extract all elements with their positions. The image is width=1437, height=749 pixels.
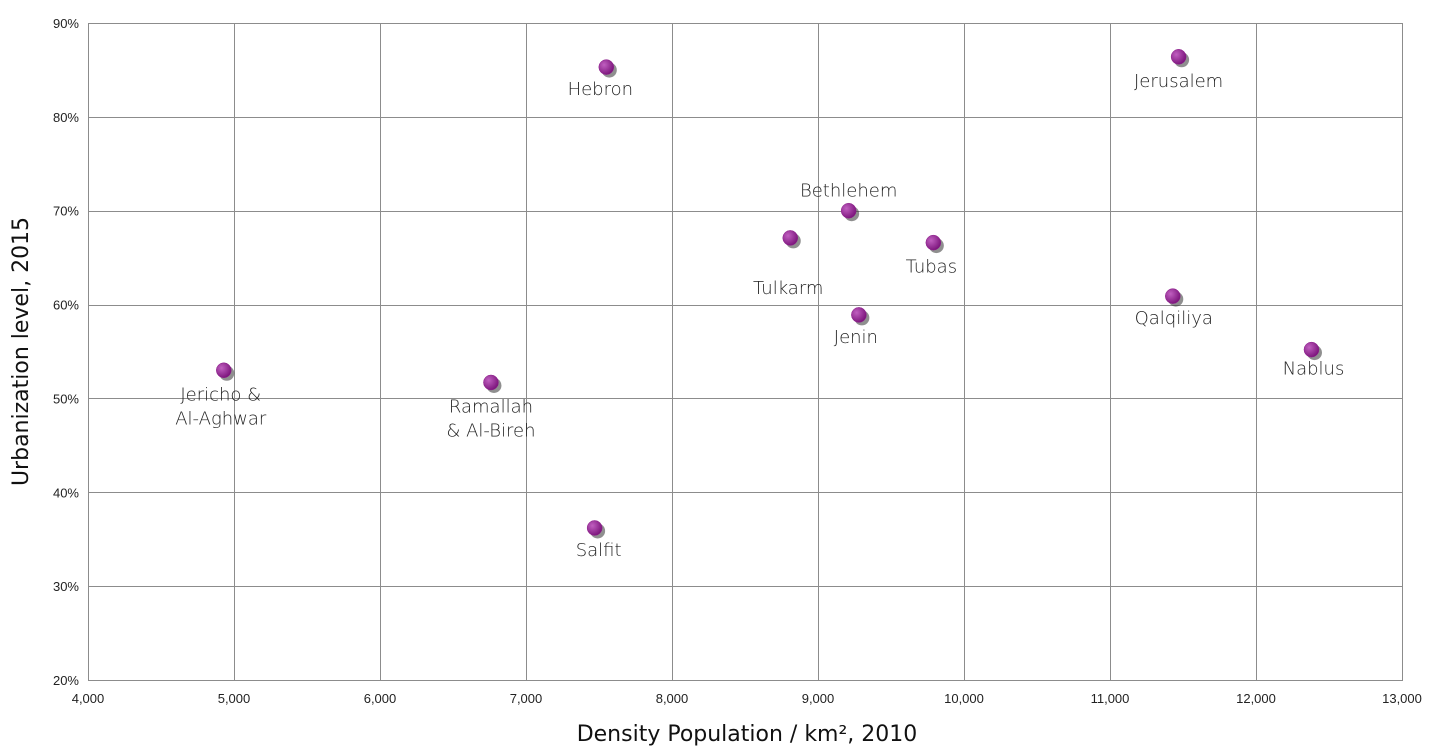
plot-frame: [88, 23, 1403, 681]
x-tick-label: 4,000: [72, 691, 105, 706]
data-point: Tulkarm: [753, 230, 823, 299]
y-tick-label: 30%: [53, 579, 79, 594]
data-point: Ramallah & Al-Bireh: [446, 374, 536, 441]
point-marker: [1303, 341, 1320, 358]
x-axis-title: Density Population / km², 2010: [577, 722, 918, 747]
point-label: Jerusalem: [1134, 71, 1223, 92]
data-point: Bethlehem: [800, 181, 897, 222]
x-tick-label: 6,000: [364, 691, 397, 706]
grid: [88, 23, 1403, 681]
point-marker: [598, 59, 615, 75]
y-tick-label: 60%: [53, 298, 79, 313]
data-point: Jerusalem: [1134, 49, 1223, 92]
point-marker: [1165, 288, 1181, 304]
data-point: Jericho & Al-Aghwar: [175, 362, 267, 429]
point-label: Tubas: [906, 257, 958, 278]
point-marker: [851, 307, 867, 323]
point-label: Jericho &: [180, 384, 261, 405]
point-label: Tulkarm: [753, 278, 823, 299]
x-tick-label: 5,000: [218, 691, 251, 706]
point-marker: [586, 520, 603, 536]
y-tick-label: 50%: [53, 391, 79, 406]
x-tick-label: 10,000: [944, 691, 984, 706]
x-tick-label: 8,000: [656, 691, 689, 706]
x-tick-label: 12,000: [1236, 691, 1276, 706]
point-marker: [1170, 49, 1187, 65]
data-point: Salfit: [576, 520, 622, 561]
point-label: Nablus: [1283, 359, 1345, 380]
point-label: Qalqiliya: [1135, 308, 1213, 329]
y-tick-label: 90%: [53, 16, 79, 31]
point-label: & Al-Bireh: [446, 420, 535, 441]
y-tick-label: 80%: [53, 110, 79, 125]
point-marker: [216, 362, 232, 379]
point-label: Al-Aghwar: [175, 408, 267, 429]
data-point: Nablus: [1283, 341, 1345, 380]
point-label: Jenin: [834, 327, 878, 348]
y-tick-label: 20%: [53, 673, 79, 688]
point-label: Hebron: [568, 79, 633, 100]
point-marker: [840, 202, 857, 219]
y-tick-label: 70%: [53, 204, 79, 219]
data-point: Qalqiliya: [1135, 288, 1213, 329]
y-axis-title: Urbanization level, 2015: [9, 217, 34, 486]
x-tick-label: 7,000: [510, 691, 543, 706]
x-tick-label: 11,000: [1091, 691, 1130, 706]
data-point: Hebron: [568, 59, 633, 100]
point-marker: [925, 234, 942, 251]
point-marker: [483, 374, 499, 391]
point-label: Bethlehem: [800, 181, 897, 202]
point-label: Ramallah: [449, 396, 533, 417]
data-points: Jericho & Al-Aghwar Ramallah & Al-Bireh Salf…: [175, 49, 1344, 561]
y-axis-ticks: 20% 30% 40% 50% 60% 70% 80% 90%: [53, 16, 79, 688]
data-point: Jenin: [834, 307, 878, 348]
x-tick-label: 13,000: [1382, 691, 1422, 706]
data-point: Tubas: [906, 234, 958, 278]
point-marker: [782, 230, 799, 246]
x-tick-label: 9,000: [802, 691, 835, 706]
point-label: Salfit: [576, 540, 622, 561]
y-tick-label: 40%: [53, 485, 79, 500]
x-axis-ticks: 4,000 5,000 6,000 7,000 8,000 9,000 10,000 11,0…: [72, 691, 1422, 706]
